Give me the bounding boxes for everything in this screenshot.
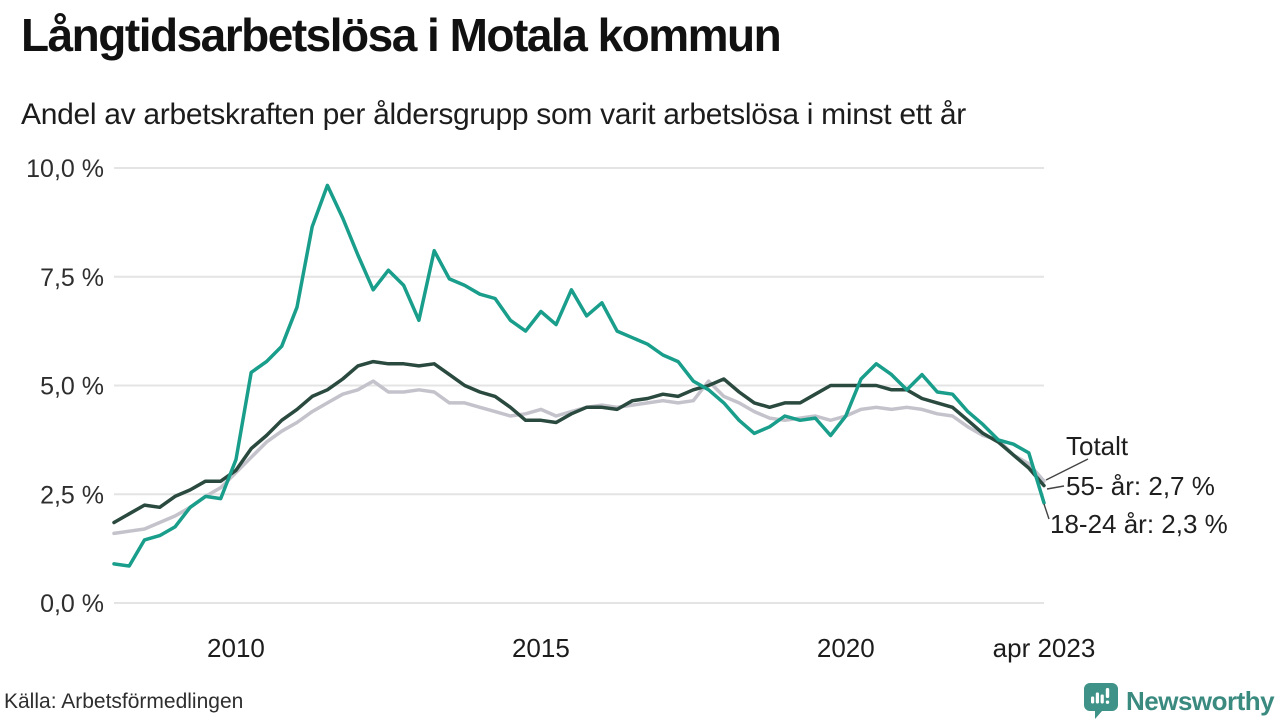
newsworthy-wordmark: Newsworthy [1126,685,1275,716]
series-end-label-55-ar: 55- år: 2,7 % [1066,471,1215,501]
axis-labels: 0,0 % 2,5 % 5,0 % 7,5 % 10,0 % 2010 2015 2020 ap… [26,155,1095,663]
series-end-label-18-24-ar: 18-24 år: 2,3 % [1050,509,1228,539]
y-tick-label: 2,5 % [40,481,104,509]
source-note: Källa: Arbetsförmedlingen [4,690,244,713]
series-line-18-24-r [112,183,1046,568]
leader-lines [1043,458,1089,520]
newsworthy-logo: Newsworthy [1084,683,1275,719]
x-tick-label: 2010 [207,633,265,663]
leader-line-totalt [1045,458,1089,481]
y-tick-label: 0,0 % [40,590,104,618]
x-tick-label: 2015 [512,633,570,663]
page-title: Långtidsarbetslösa i Motala kommun [21,9,782,61]
series-end-label-totalt: Totalt [1066,431,1129,461]
page-subtitle: Andel av arbetskraften per åldersgrupp s… [21,98,966,131]
leader-line-55 [1046,485,1065,490]
x-tick-label: apr 2023 [993,633,1096,663]
series-lines [112,183,1046,568]
series-line-55-r [112,359,1046,525]
leader-line-18-24 [1043,503,1050,520]
gridlines [114,167,1044,604]
bar-chart-speech-bubble-icon [1084,683,1118,719]
y-tick-label: 7,5 % [40,264,104,292]
series-line-totalt [112,379,1046,536]
x-tick-label: 2020 [817,633,875,663]
y-tick-label: 10,0 % [26,155,104,183]
y-tick-label: 5,0 % [40,373,104,401]
